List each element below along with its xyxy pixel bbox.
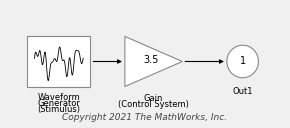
Text: (Stimulus): (Stimulus) — [37, 105, 80, 114]
Text: Out1: Out1 — [232, 87, 253, 95]
Text: Generator: Generator — [37, 99, 80, 108]
FancyBboxPatch shape — [27, 36, 90, 87]
Text: Copyright 2021 The MathWorks, Inc.: Copyright 2021 The MathWorks, Inc. — [62, 113, 228, 122]
Polygon shape — [125, 36, 182, 87]
Text: Gain: Gain — [144, 94, 163, 103]
Ellipse shape — [227, 45, 258, 78]
Text: 3.5: 3.5 — [143, 55, 158, 65]
Text: Waveform: Waveform — [37, 93, 80, 102]
Text: 1: 1 — [240, 56, 246, 66]
Text: (Control System): (Control System) — [118, 100, 189, 109]
